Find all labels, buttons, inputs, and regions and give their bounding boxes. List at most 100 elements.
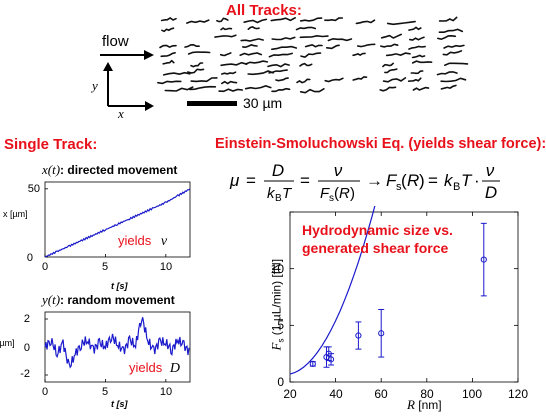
svg-text:=: = [246,171,256,190]
track-segment [410,70,424,75]
xt-yields-label: yields v [118,233,167,250]
track-segment [268,69,288,74]
svg-text:B: B [453,181,460,193]
svg-text:·: · [474,171,480,190]
track-segment [326,44,340,50]
track-segment [443,44,465,49]
yt-yields-text: yields [129,360,163,375]
track-segment [411,54,426,59]
track-segment [300,52,322,58]
track-segment [299,17,323,22]
svg-text:k: k [267,185,276,202]
flow-label: flow [102,33,129,50]
track-segment [216,17,229,23]
track-segment [271,45,298,51]
track-segment [164,86,194,92]
sf-xtick-60: 60 [374,387,388,401]
track-segment [295,26,317,31]
yt-xtick-0: 0 [42,386,48,398]
track-segment [438,16,458,22]
shear-force-chart: 0 5 10 20 40 60 80 100 120 [271,206,528,401]
track-segment [187,51,211,55]
shear-force-xlabel: R [nm] [407,397,442,412]
track-segment [187,68,205,74]
track-segment [436,71,458,76]
track-segment [157,80,182,85]
yt-ytick-2: 2 [24,313,30,325]
track-segment [409,36,425,41]
xt-ylabel: x [µm] [3,209,28,219]
xt-xtick-10: 10 [160,261,172,273]
track-segment [324,17,344,22]
sf-data-point [480,256,487,263]
shear-force-plot-title-line1: Hydrodynamic size vs. [302,222,453,238]
sf-ytick-10: 10 [271,262,285,276]
track-segment [190,77,218,83]
track-segment [244,85,272,90]
svg-text:F: F [386,171,398,190]
sf-data-point [309,360,316,367]
track-segment [161,27,175,33]
track-segment [440,77,467,83]
sf-ytick-5: 5 [277,318,284,332]
track-segment [160,52,176,58]
sf-data-point [355,332,362,339]
track-segment [352,52,366,57]
einstein-title: Einstein-Smoluchowski Eq. (yields shear … [215,136,546,152]
track-segment [268,52,293,58]
sf-xtick-100: 100 [462,387,482,401]
axis-y-label: y [92,78,98,93]
svg-text:D: D [485,183,497,202]
xt-plot: 0 50 0 5 10 [27,181,191,273]
track-segment [356,43,376,48]
svg-text:): ) [419,171,425,190]
svg-text:R: R [339,185,350,202]
track-segment [220,27,233,31]
track-segment [380,33,402,39]
scale-bar [187,101,237,106]
svg-text:B: B [275,193,282,204]
track-segment [159,44,177,49]
track-segment [162,71,191,76]
track-segment [247,26,260,30]
track-segment [304,43,323,48]
svg-text:s: s [329,193,334,204]
track-segment [271,36,296,41]
track-segment [408,26,422,31]
yt-series-line [44,317,190,369]
svg-text:D: D [272,161,284,180]
sf-xtick-120: 120 [508,387,528,401]
track-segment [408,45,426,50]
yt-plot: 2 0 -2 0 5 10 [20,311,191,398]
axis-x-label: x [118,106,124,121]
track-segment [355,19,376,25]
yt-title-rest: : random movement [60,293,175,307]
svg-text:s: s [396,181,402,193]
track-segment [221,71,237,75]
single-track-title: Single Track: [4,136,98,153]
yt-xtick-5: 5 [102,386,108,398]
track-segment [299,88,325,94]
svg-text:=: = [300,171,310,190]
xt-yields-symbol: v [160,234,168,249]
track-segment [239,52,263,56]
track-segment [270,17,296,22]
yt-xlabel: t [s] [111,399,128,409]
track-segment [220,61,248,67]
track-segment [437,34,457,41]
track-segment [275,77,289,82]
shear-force-fit-curve [289,206,376,375]
svg-text:k: k [444,171,454,190]
svg-text:T: T [282,185,293,202]
shear-force-plot-title-line2: generated shear force [302,240,449,256]
track-segment [245,60,269,65]
svg-text:(: ( [334,185,339,202]
track-segment [444,62,469,66]
sf-ytick-0: 0 [277,375,284,389]
xt-xlabel: t [s] [111,281,128,291]
svg-text:T: T [461,171,473,190]
track-segment [162,59,175,65]
track-segment [243,18,268,24]
track-segment [190,62,204,68]
track-segment [442,50,463,56]
